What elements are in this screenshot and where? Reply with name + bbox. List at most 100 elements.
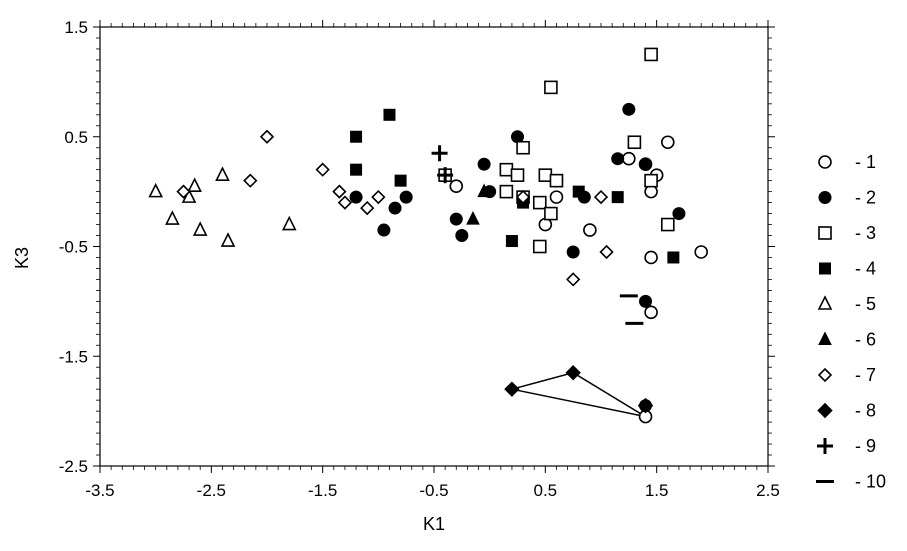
series-1-point	[583, 223, 597, 237]
legend-label-9: - 9	[855, 436, 876, 456]
series-7-point	[360, 200, 375, 216]
legend-label-7: - 7	[855, 365, 876, 385]
series-1-point	[549, 190, 564, 204]
series-7-point	[243, 173, 258, 188]
x-axis-label: K1	[423, 514, 445, 534]
x-tick-label: -0.5	[419, 481, 448, 500]
legend-label-2: - 2	[855, 188, 876, 208]
series-7-point	[515, 189, 531, 205]
series-3-point	[544, 80, 558, 95]
series-7-point	[259, 129, 275, 144]
series-5-point	[281, 215, 297, 231]
legend-marker-9	[817, 438, 833, 454]
x-tick-label: 1.5	[645, 481, 669, 500]
series-2-point	[399, 190, 413, 204]
series-2-point	[455, 229, 469, 243]
series-7-point	[599, 244, 614, 260]
series-7-point	[337, 195, 353, 210]
x-tick-label: -3.5	[85, 481, 114, 500]
series-2-point	[566, 245, 580, 259]
series-4-point	[611, 191, 624, 204]
series-3-point	[516, 140, 530, 155]
series-3-point	[644, 47, 658, 62]
series-3-point	[627, 135, 642, 150]
series-5-point	[165, 210, 180, 225]
series-2-point	[639, 157, 653, 171]
series-3-point	[644, 173, 658, 188]
y-axis-label: K3	[12, 247, 32, 269]
series-3-point	[538, 168, 553, 182]
y-tick-label: -2.5	[59, 457, 88, 476]
series-8-point	[565, 365, 581, 381]
legend-label-5: - 5	[855, 294, 876, 314]
legend-marker-4	[819, 262, 831, 275]
series-4-point	[350, 130, 363, 143]
legend-marker-1	[818, 155, 832, 169]
legend-label-10: - 10	[855, 472, 886, 492]
y-tick-label: -0.5	[59, 238, 88, 257]
series-5-point	[192, 221, 208, 236]
series-5-point	[187, 177, 202, 192]
y-tick-label: 0.5	[64, 128, 88, 147]
series-3-point	[510, 168, 525, 182]
series-1-point	[644, 305, 658, 320]
legend-marker-5	[817, 295, 833, 310]
legend-marker-2	[818, 191, 832, 204]
series-1-point	[644, 250, 658, 265]
legend-label-1: - 1	[855, 152, 876, 172]
legend-marker-7	[817, 367, 833, 383]
series-2-point	[611, 152, 625, 166]
series-2-point	[349, 190, 363, 204]
series-4-point	[667, 251, 680, 264]
series-7-point	[332, 184, 347, 199]
series-5-point	[220, 232, 236, 247]
series-2-point	[639, 294, 653, 308]
series-2-point	[622, 102, 636, 116]
legend-marker-8	[817, 402, 833, 419]
legend-marker-3	[818, 226, 832, 240]
series-4-point	[383, 108, 396, 121]
legend-marker-6	[818, 331, 832, 345]
series-3-point	[549, 173, 564, 188]
series-1-point	[449, 179, 464, 193]
series-3-point	[660, 217, 675, 232]
series-4-point	[572, 185, 585, 198]
series-2-point	[377, 223, 391, 237]
x-tick-label: 0.5	[534, 481, 558, 500]
series-6-point	[477, 183, 491, 198]
legend-label-8: - 8	[855, 401, 876, 421]
series-7-point	[176, 184, 191, 199]
group-8-connector-line	[511, 371, 646, 418]
series-6-point	[466, 210, 480, 225]
series-1-point	[694, 245, 709, 259]
series-7-point	[566, 272, 581, 287]
series-4-point	[350, 163, 363, 176]
x-tick-label: -2.5	[197, 481, 226, 500]
series-5-point	[215, 166, 230, 181]
legend-label-6: - 6	[855, 330, 876, 350]
series-3-point	[499, 162, 514, 177]
series-3-point	[532, 239, 547, 254]
series-9-point	[431, 145, 448, 162]
series-5-point	[148, 182, 163, 198]
plot-area	[99, 26, 769, 467]
series-1-point	[660, 135, 675, 150]
series-8-point	[504, 381, 520, 397]
series-9-point	[437, 167, 454, 184]
series-2-point	[449, 212, 463, 226]
series-2-point	[672, 207, 686, 221]
series-3-point	[532, 195, 547, 210]
x-tick-label: 2.5	[756, 481, 780, 500]
y-tick-label: 1.5	[64, 18, 88, 37]
y-tick-label: -1.5	[59, 347, 88, 366]
series-4-point	[394, 174, 407, 187]
series-7-point	[371, 189, 386, 205]
series-7-point	[593, 189, 609, 205]
legend-label-4: - 4	[855, 259, 876, 279]
series-3-point	[499, 184, 514, 199]
x-tick-label: -1.5	[308, 481, 337, 500]
series-2-point	[477, 157, 491, 171]
series-7-point	[315, 162, 330, 177]
series-3-point	[544, 206, 558, 221]
